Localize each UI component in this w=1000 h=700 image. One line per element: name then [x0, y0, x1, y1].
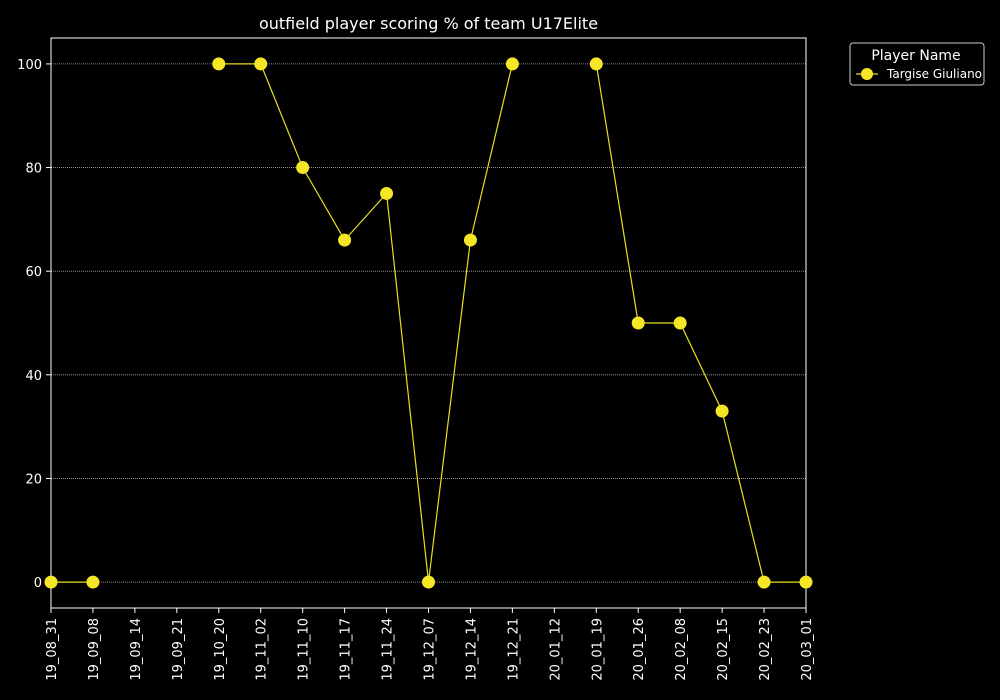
x-tick-label: 19_11_02	[255, 618, 270, 681]
series-line	[595, 63, 806, 583]
x-tick-label: 20_02_15	[716, 618, 731, 681]
series-line	[218, 63, 513, 583]
legend: Player Name Targise Giuliano	[849, 42, 985, 86]
x-tick-label: 20_03_01	[800, 618, 815, 681]
y-tick-label: 100	[17, 58, 42, 73]
data-point	[463, 233, 477, 247]
x-tick-label: 19_11_10	[297, 618, 312, 681]
y-tick-label: 60	[25, 265, 42, 280]
x-tick-label: 19_11_24	[381, 618, 396, 681]
x-tick-label: 20_02_23	[758, 618, 773, 681]
y-tick-label: 40	[25, 369, 42, 384]
data-point	[799, 575, 813, 589]
x-tick-label: 19_09_14	[129, 618, 144, 681]
data-point	[422, 575, 435, 589]
data-point	[631, 316, 645, 330]
x-tick-label: 19_08_31	[45, 618, 60, 681]
x-tick-label: 19_12_07	[423, 618, 438, 681]
legend-marker-swatch	[861, 68, 873, 80]
x-tick-label: 19_10_20	[213, 618, 228, 681]
data-point	[296, 161, 310, 175]
x-tick-label: 20_01_12	[548, 618, 563, 681]
x-tick-label: 20_01_19	[590, 618, 605, 681]
x-tick-label: 19_09_21	[171, 618, 186, 681]
legend-title: Player Name	[871, 48, 960, 64]
data-point	[338, 233, 352, 247]
data-point	[673, 316, 687, 330]
chart-title: outfield player scoring % of team U17Eli…	[259, 14, 598, 33]
x-tick-label: 20_02_08	[674, 618, 689, 681]
data-point	[212, 57, 226, 71]
data-point	[757, 575, 771, 589]
grid-lines	[51, 63, 806, 583]
data-point	[715, 404, 729, 418]
legend-series-label: Targise Giuliano	[886, 67, 982, 81]
x-tick-label: 20_01_26	[632, 618, 647, 681]
x-tick-label: 19_11_17	[339, 618, 354, 681]
x-tick-label: 19_09_08	[87, 618, 102, 681]
y-tick-label: 20	[25, 472, 42, 487]
x-tick-label: 19_12_14	[464, 618, 479, 681]
plot-frame	[50, 37, 807, 609]
data-point	[505, 57, 519, 71]
y-tick-label: 80	[25, 162, 42, 177]
legend-box	[849, 42, 985, 86]
y-tick-label: 0	[34, 576, 42, 591]
series-layer	[44, 57, 813, 589]
data-point	[86, 575, 100, 589]
x-tick-label: 19_12_21	[506, 618, 521, 681]
data-point	[44, 575, 58, 589]
data-point	[589, 57, 603, 71]
data-point	[380, 186, 394, 200]
axes: 0 20 40 60 80 100 19_08_31 19_09_08 19_09_14 19_0…	[17, 37, 815, 681]
data-point	[254, 57, 268, 71]
